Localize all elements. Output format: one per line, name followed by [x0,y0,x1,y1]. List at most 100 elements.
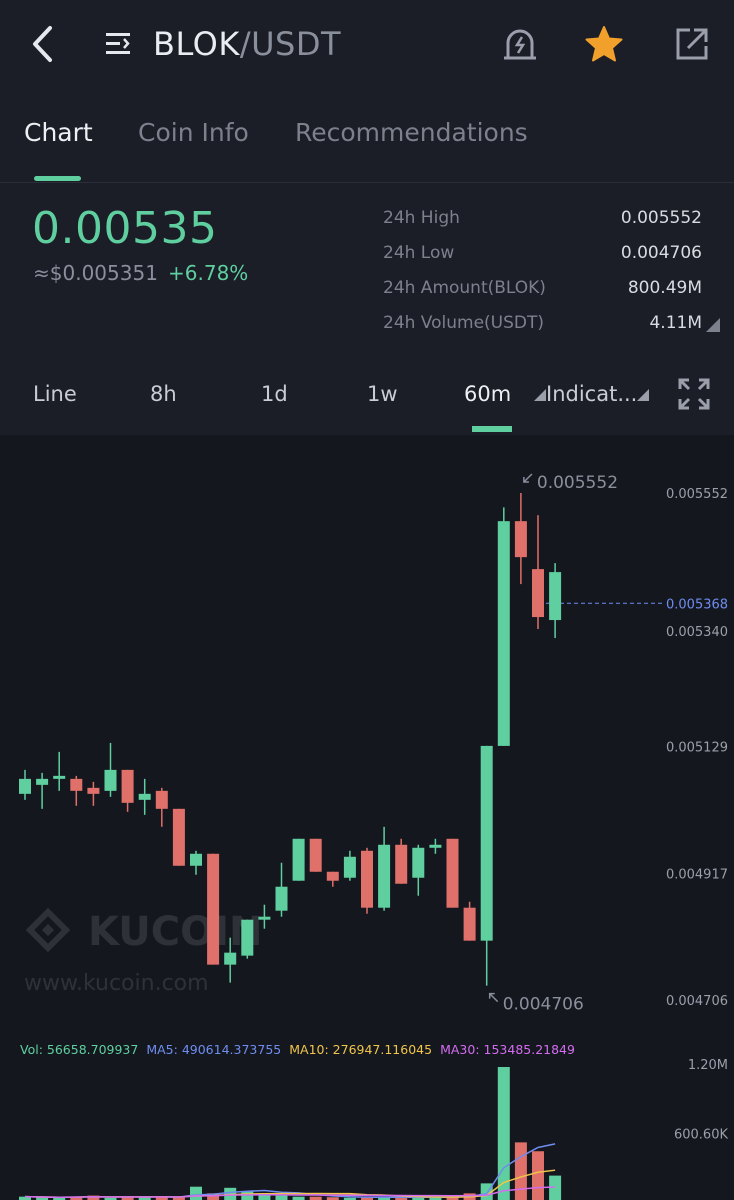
candle-body [155,790,168,809]
price-axis-label: 0.005552 [666,487,728,502]
volume-bar [87,1195,100,1200]
volume-bar [446,1197,459,1200]
tab-coin-info[interactable]: Coin Info [138,118,249,147]
low-marker-label: 0.004706 [503,995,584,1015]
candle-body [275,886,288,911]
candle-body [395,844,408,884]
arrow-head [523,477,529,483]
stat-label-24h-high: 24h High [383,208,460,228]
volume-axis-label-max: 1.20M [688,1058,728,1073]
back-arrow-icon[interactable] [22,22,62,66]
favorite-star-icon[interactable] [582,22,626,66]
candle-body [87,787,100,794]
watermark-brand: KUCOIN [88,909,263,955]
top-bar: BLOK/USDT [0,0,734,90]
volume-bar [104,1197,117,1200]
volume-bar [275,1195,288,1200]
candle-body [258,916,271,920]
share-external-icon[interactable] [670,22,714,66]
candle-body [138,793,151,800]
menu-list-icon[interactable] [100,24,136,64]
high-marker-arrow-icon [523,473,533,483]
active-tab-indicator [34,176,81,181]
volume-bar [138,1197,151,1200]
pair-title[interactable]: BLOK/USDT [153,22,341,66]
candle-body [463,907,476,941]
volume-bar [190,1186,202,1200]
pair-base: BLOK [153,25,240,63]
candle-body [121,769,134,803]
pair-quote: USDT [251,25,342,63]
volume-bar [429,1197,442,1200]
interval-line[interactable]: Line [33,382,77,406]
volume-bar [292,1196,305,1200]
dropdown-right-triangle-icon [637,389,650,401]
candle-body [514,521,527,558]
stat-value-24h-amount: 800.49M [627,278,702,298]
watermark-url: www.kucoin.com [24,971,209,996]
interval-1d[interactable]: 1d [261,382,288,406]
chart-area[interactable] [0,435,734,1200]
candle-body [53,775,66,779]
candle-body [190,853,202,866]
volume-bar [343,1197,356,1200]
tab-chart[interactable]: Chart [24,118,93,147]
volume-bar [121,1196,134,1200]
price-axis-label: 0.004706 [666,994,728,1009]
price-change: +6.78% [168,261,249,285]
volume-bar [497,1067,510,1200]
candle-body [549,572,562,621]
interval-1w[interactable]: 1w [367,382,398,406]
stat-label-24h-amount: 24h Amount(BLOK) [383,278,546,298]
arrow-shaft [489,993,499,1003]
volume-legend: Vol: 56658.709937 MA5: 490614.373755 MA10:… [20,1042,583,1057]
fullscreen-expand-icon[interactable] [674,374,714,414]
candle-body [70,778,83,791]
volume-bar [172,1197,185,1200]
arrow-shaft [523,473,533,483]
indicators-dropdown[interactable]: Indicat... [534,382,650,406]
candle-body [480,745,493,941]
volume-bar [378,1196,391,1200]
candle-body [497,521,510,746]
candlestick-chart[interactable]: KUCOIN www.kucoin.com 0.005552 0.005340 0.… [0,435,734,1200]
volume-bar [53,1197,66,1200]
interval-60m[interactable]: 60m [464,382,512,406]
candle-body [104,769,117,791]
candle-body [429,844,442,848]
legend-ma30: MA30: 153485.21849 [440,1042,575,1057]
corner-triangle-icon [706,318,720,332]
active-interval-indicator [472,426,512,432]
tab-recommendations[interactable]: Recommendations [295,118,528,147]
candle-body [326,871,339,881]
tab-bar: Chart Coin Info Recommendations [0,100,734,183]
ma5-line [24,1143,556,1198]
candle-body [172,808,185,866]
stat-value-24h-low: 0.004706 [620,243,702,263]
volume-bar [155,1196,168,1200]
price-alert-bell-icon[interactable] [498,22,542,66]
legend-vol: Vol: 56658.709937 [20,1042,139,1057]
interval-8h[interactable]: 8h [150,382,177,406]
high-marker-label: 0.005552 [537,473,618,493]
candle-body [224,952,237,965]
candle-body [309,838,322,872]
stat-value-24h-volume: 4.11M [649,313,702,333]
volume-bar [36,1197,49,1200]
candle-body [19,778,31,794]
candle-body [378,844,391,908]
stat-label-24h-low: 24h Low [383,243,455,263]
volume-bar [549,1175,562,1200]
candle-body [36,778,49,785]
price-axis-label: 0.004917 [666,868,728,883]
kucoin-watermark: KUCOIN www.kucoin.com [24,907,263,996]
candle-body [532,569,544,618]
dropdown-left-triangle-icon [534,389,546,401]
ma30-line [24,1186,556,1198]
candle-body [292,838,305,881]
fiat-price: ≈$0.005351 [33,261,158,285]
ma10-line [24,1169,556,1198]
volume-axis-label-mid: 600.60K [674,1127,728,1142]
candle-body [207,853,220,965]
price-axis-label: 0.005340 [666,625,728,640]
